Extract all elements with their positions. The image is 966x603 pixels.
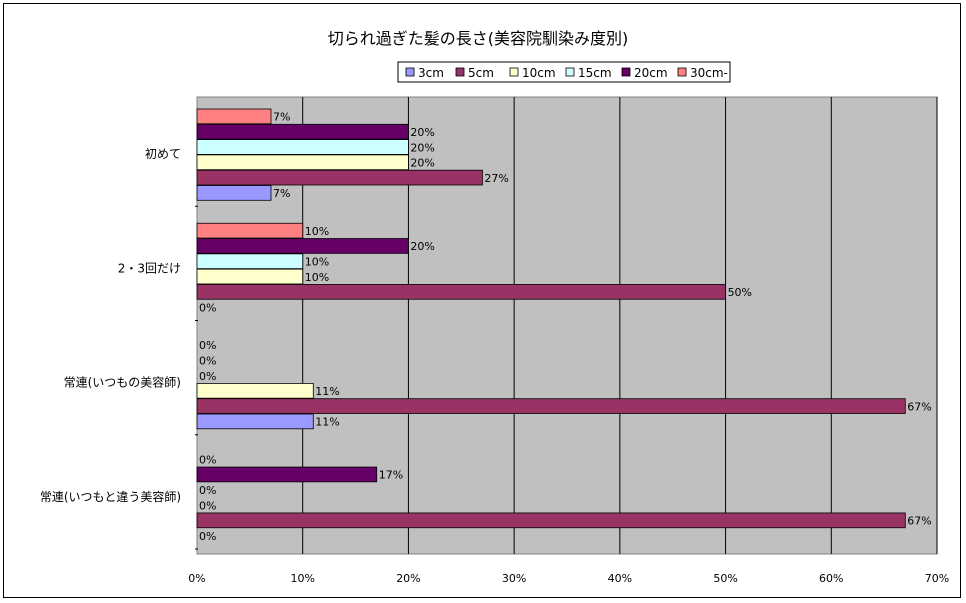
data-label: 20% bbox=[410, 240, 434, 253]
legend-swatch bbox=[621, 67, 631, 77]
data-label: 20% bbox=[410, 157, 434, 170]
bar-10cm bbox=[196, 154, 409, 171]
bar-10cm bbox=[196, 382, 314, 399]
bar-5cm bbox=[196, 169, 483, 186]
bar-20cm bbox=[196, 466, 378, 483]
data-label: 7% bbox=[273, 111, 290, 124]
bar-5cm bbox=[196, 512, 906, 529]
legend-label: 15cm bbox=[578, 66, 612, 80]
legend-swatch bbox=[509, 67, 519, 77]
data-label: 0% bbox=[199, 453, 216, 466]
bar-20cm bbox=[196, 123, 409, 140]
data-label: 10% bbox=[305, 271, 329, 284]
x-tick-label: 10% bbox=[290, 572, 314, 585]
x-tick-label: 0% bbox=[188, 572, 205, 585]
category-label: 常連(いつもと違う美容師) bbox=[40, 489, 181, 504]
x-tick-label: 70% bbox=[925, 572, 949, 585]
x-tick-label: 30% bbox=[502, 572, 526, 585]
legend-swatch bbox=[455, 67, 465, 77]
bar-3cm bbox=[196, 413, 314, 430]
data-label: 20% bbox=[410, 126, 434, 139]
legend: 3cm 5cm 10cm 15cm 20cm 30cm- bbox=[397, 61, 731, 83]
bar-5cm bbox=[196, 398, 906, 414]
data-label: 0% bbox=[199, 301, 216, 314]
x-tick-label: 50% bbox=[713, 572, 737, 585]
legend-label: 5cm bbox=[468, 66, 494, 80]
bar-20cm bbox=[196, 238, 409, 254]
category-label: 常連(いつもの美容師) bbox=[64, 375, 181, 390]
data-label: 27% bbox=[484, 172, 508, 185]
bar-3cm bbox=[196, 185, 272, 201]
data-label: 20% bbox=[410, 141, 434, 154]
bars bbox=[196, 108, 906, 529]
data-label: 10% bbox=[305, 225, 329, 238]
legend-swatch bbox=[405, 67, 415, 77]
data-label: 67% bbox=[907, 515, 931, 528]
data-label: 0% bbox=[199, 354, 216, 367]
data-labels: 7% 27% 20% 20% 20% 7% 0% 50% 10% 10% 20% 10% 11% 67% 1… bbox=[199, 111, 932, 543]
legend-label: 30cm- bbox=[690, 66, 728, 80]
x-tick-label: 60% bbox=[819, 572, 843, 585]
bar-10cm bbox=[196, 268, 304, 285]
category-label: 初めて bbox=[145, 147, 181, 161]
bar-15cm bbox=[196, 253, 304, 270]
bar-30cm- bbox=[196, 222, 304, 239]
chart-title: 切られ過ぎた髪の長さ(美容院馴染み度別) bbox=[328, 29, 629, 48]
data-label: 11% bbox=[315, 416, 339, 429]
data-label: 0% bbox=[199, 484, 216, 497]
legend-swatch bbox=[677, 67, 687, 77]
bar-30cm- bbox=[196, 108, 272, 125]
data-label: 17% bbox=[379, 469, 403, 482]
data-label: 0% bbox=[199, 499, 216, 512]
data-label: 0% bbox=[199, 339, 216, 352]
data-label: 50% bbox=[728, 286, 752, 299]
legend-swatch bbox=[565, 67, 575, 77]
data-label: 0% bbox=[199, 530, 216, 543]
legend-label: 20cm bbox=[634, 66, 668, 80]
bar-5cm bbox=[196, 284, 726, 300]
legend-label: 10cm bbox=[522, 66, 556, 80]
data-label: 10% bbox=[305, 256, 329, 269]
x-tick-label: 20% bbox=[396, 572, 420, 585]
bar-15cm bbox=[196, 139, 409, 155]
x-tick-label: 40% bbox=[608, 572, 632, 585]
legend-box bbox=[397, 61, 731, 83]
data-label: 67% bbox=[907, 400, 931, 413]
data-label: 0% bbox=[199, 370, 216, 383]
legend-label: 3cm bbox=[418, 66, 444, 80]
x-axis-ticks: 0% 10% 20% 30% 40% 50% 60% 70% bbox=[188, 572, 949, 585]
data-label: 7% bbox=[273, 187, 290, 200]
data-label: 11% bbox=[315, 385, 339, 398]
category-label: 2・3回だけ bbox=[118, 261, 181, 275]
